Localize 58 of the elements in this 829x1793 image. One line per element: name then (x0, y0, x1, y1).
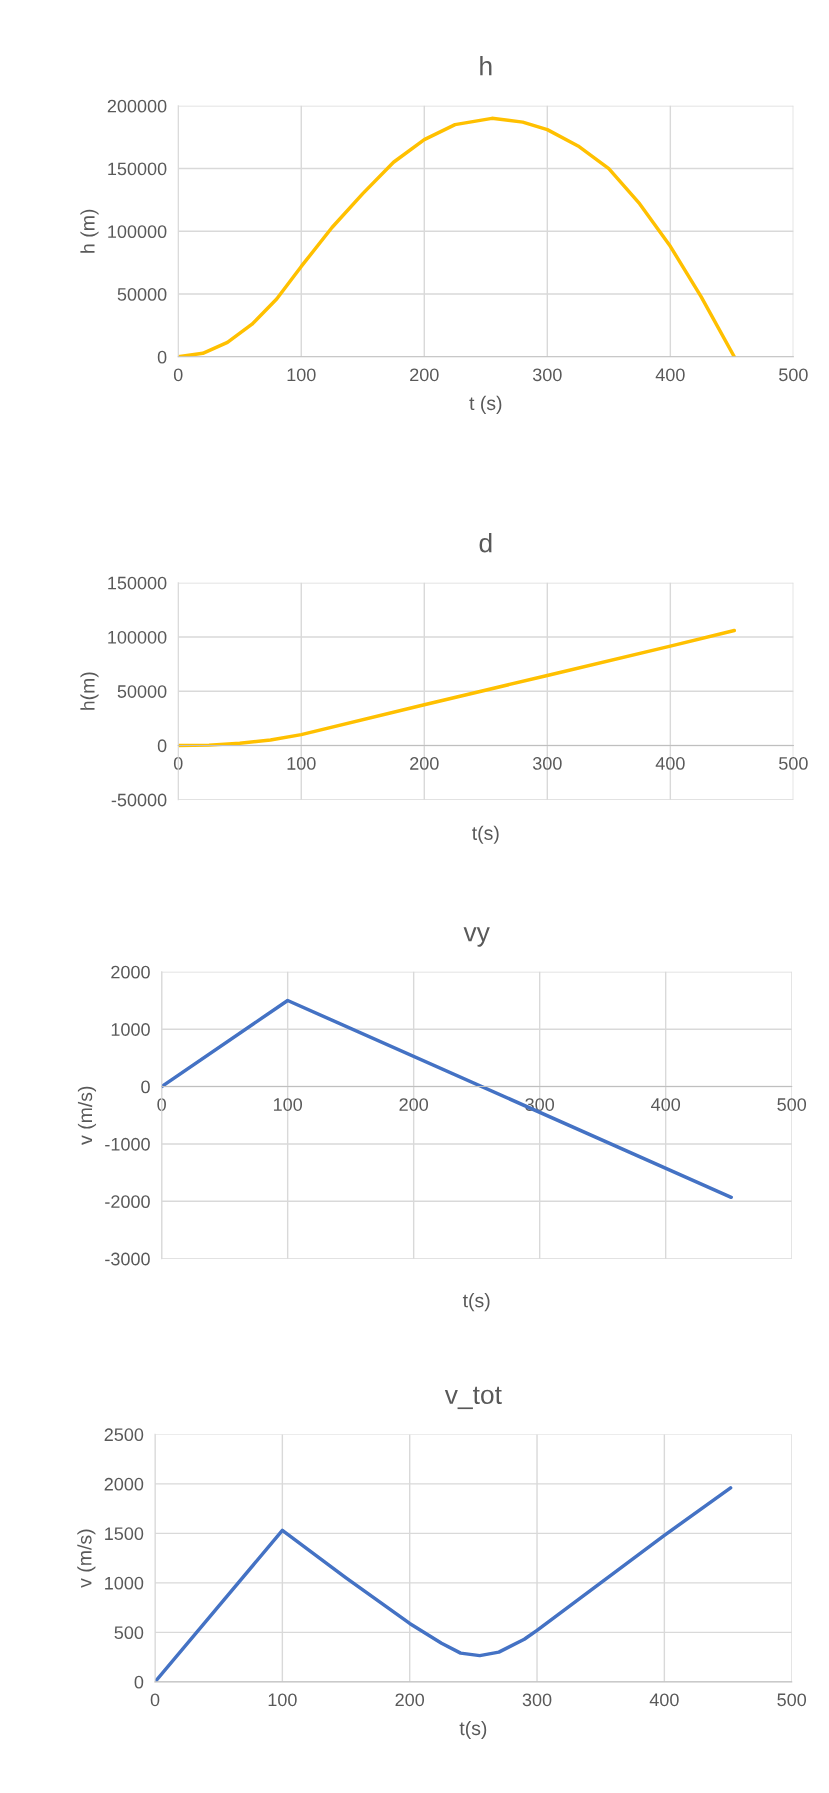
y-tick-label: 2000 (111, 965, 150, 979)
x-tick-label: 500 (777, 1098, 807, 1111)
x-tick-label: 200 (410, 757, 439, 770)
y-tick-label: 150000 (108, 162, 167, 176)
x-tick-label: 200 (395, 1693, 425, 1707)
y-tick-label: 0 (157, 350, 167, 364)
x-tick-label: 500 (779, 368, 808, 382)
x-tick-label: 500 (777, 1693, 807, 1707)
y-tick-label: 1000 (105, 1576, 144, 1590)
y-tick-label: 0 (141, 1080, 150, 1094)
y-tick-label: 50000 (117, 685, 167, 698)
y-tick-label: -2000 (105, 1195, 150, 1209)
x-tick-label: 100 (287, 757, 316, 770)
y-axis-title: v (m/s) (77, 1086, 97, 1145)
y-tick-label: 0 (134, 1675, 144, 1689)
x-tick-label: 200 (399, 1098, 429, 1111)
y-tick-label: 100000 (108, 630, 167, 644)
y-tick-label: 500 (114, 1626, 144, 1640)
line-series (178, 116, 737, 357)
y-tick-label: 1500 (105, 1527, 144, 1541)
x-tick-label: 0 (173, 757, 183, 770)
x-tick-label: 100 (268, 1693, 297, 1707)
y-tick-label: 1000 (111, 1023, 150, 1036)
x-tick-label: 500 (779, 757, 808, 770)
x-tick-label: 100 (273, 1098, 303, 1111)
chart-title: d (479, 533, 492, 553)
y-tick-label: 50000 (117, 287, 167, 301)
x-tick-label: 300 (522, 1693, 552, 1707)
x-tick-label: 400 (651, 1098, 681, 1111)
y-axis-title: h (m) (80, 209, 99, 253)
x-axis-title: t(s) (472, 825, 499, 844)
y-axis-title: v (m/s) (77, 1529, 96, 1588)
x-tick-label: 300 (532, 368, 562, 382)
y-tick-label: 2000 (104, 1477, 144, 1491)
x-tick-label: 400 (655, 368, 685, 382)
x-tick-label: 100 (287, 368, 316, 382)
x-tick-label: 400 (649, 1693, 679, 1707)
x-axis-title: t(s) (459, 1720, 487, 1739)
y-tick-label: 200000 (107, 99, 167, 113)
x-axis-title: t (s) (469, 395, 502, 414)
y-tick-label: 2500 (104, 1428, 144, 1442)
y-axis-title: h(m) (80, 672, 99, 710)
x-tick-label: 200 (410, 368, 439, 382)
line-series (155, 1486, 733, 1682)
y-tick-label: -50000 (111, 793, 167, 807)
chart-title: vy (463, 927, 490, 947)
y-tick-label: 150000 (108, 576, 167, 590)
chart-title: h (480, 56, 492, 76)
x-tick-label: 300 (532, 757, 562, 770)
y-tick-label: -1000 (105, 1137, 150, 1151)
x-tick-label: 0 (173, 368, 183, 382)
x-tick-label: 400 (655, 757, 685, 770)
line-series (178, 628, 737, 748)
x-axis-title: t(s) (462, 1293, 490, 1312)
chart-title: v_tot (444, 1386, 502, 1410)
y-tick-label: 0 (157, 739, 167, 753)
y-tick-label: 100000 (108, 225, 167, 239)
y-tick-label: -3000 (105, 1252, 150, 1266)
